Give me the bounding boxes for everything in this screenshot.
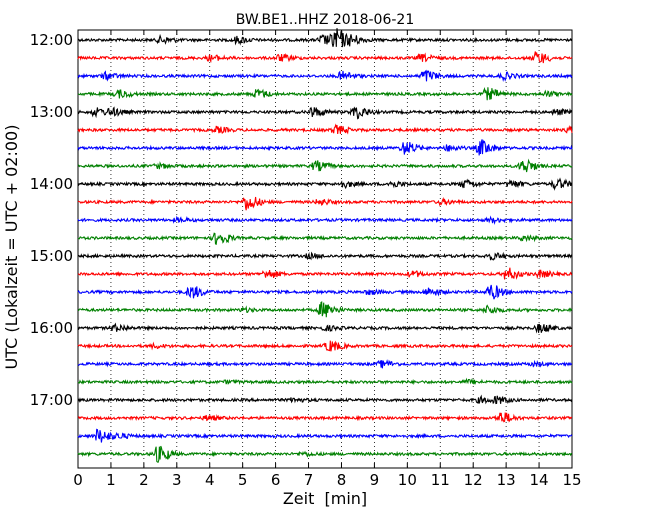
trace-row-18 xyxy=(77,359,572,369)
x-tick-label: 3 xyxy=(172,471,182,489)
y-axis-label: UTC (Lokalzeit = UTC + 02:00) xyxy=(2,125,21,370)
x-tick-label: 9 xyxy=(370,471,380,489)
y-tick-label: 14:00 xyxy=(30,175,73,193)
x-tick-label: 6 xyxy=(271,471,281,489)
y-tick-label: 16:00 xyxy=(30,319,73,337)
trace-row-9 xyxy=(77,196,573,211)
vertical-grid xyxy=(110,30,540,468)
seismogram-traces xyxy=(77,28,573,463)
x-tick-label: 1 xyxy=(106,471,116,489)
x-tick-label: 10 xyxy=(398,471,417,489)
x-tick-label: 15 xyxy=(562,471,581,489)
x-tick-label: 11 xyxy=(431,471,450,489)
y-tick-label: 13:00 xyxy=(30,103,73,121)
y-tick-label: 15:00 xyxy=(30,247,73,265)
trace-row-17 xyxy=(77,340,573,352)
x-tick-label: 2 xyxy=(139,471,149,489)
trace-row-7 xyxy=(77,158,573,173)
trace-row-6 xyxy=(77,139,573,156)
x-tick-label: 0 xyxy=(73,471,83,489)
plot-area: 0 1 2 3 4 5 6 7 8 9 10 11 12 13 14 15 12:0013:0014:0015… xyxy=(30,28,582,489)
trace-row-5 xyxy=(77,123,573,135)
trace-row-19 xyxy=(77,377,573,386)
trace-row-10 xyxy=(77,215,573,226)
trace-row-3 xyxy=(77,87,573,101)
trace-row-2 xyxy=(77,69,573,83)
trace-row-22 xyxy=(77,428,573,443)
trace-row-13 xyxy=(77,267,573,280)
trace-row-16 xyxy=(77,322,572,334)
trace-row-8 xyxy=(77,177,573,191)
x-axis-label: Zeit [min] xyxy=(283,489,367,508)
trace-row-0 xyxy=(77,28,573,48)
trace-row-23 xyxy=(77,445,572,463)
trace-row-1 xyxy=(77,51,573,64)
trace-row-20 xyxy=(77,394,573,405)
y-axis-ticks: 12:00 13:00 14:00 15:00 16:00 17:00 xyxy=(30,31,572,409)
x-axis-ticks: 0 1 2 3 4 5 6 7 8 9 10 11 12 13 14 15 xyxy=(73,30,582,489)
trace-row-4 xyxy=(77,106,573,120)
x-tick-label: 12 xyxy=(464,471,483,489)
trace-row-11 xyxy=(78,232,573,245)
trace-row-21 xyxy=(77,412,573,423)
x-tick-label: 14 xyxy=(530,471,549,489)
trace-row-15 xyxy=(77,301,573,318)
x-tick-label: 4 xyxy=(205,471,215,489)
chart-title: BW.BE1..HHZ 2018-06-21 xyxy=(236,12,415,28)
x-tick-label: 5 xyxy=(238,471,248,489)
plot-frame xyxy=(77,29,573,469)
x-tick-label: 8 xyxy=(337,471,347,489)
x-tick-label: 7 xyxy=(304,471,314,489)
x-tick-label: 13 xyxy=(497,471,516,489)
trace-row-14 xyxy=(77,284,573,300)
y-tick-label: 12:00 xyxy=(30,31,73,49)
trace-row-12 xyxy=(77,251,573,261)
y-tick-label: 17:00 xyxy=(30,391,73,409)
